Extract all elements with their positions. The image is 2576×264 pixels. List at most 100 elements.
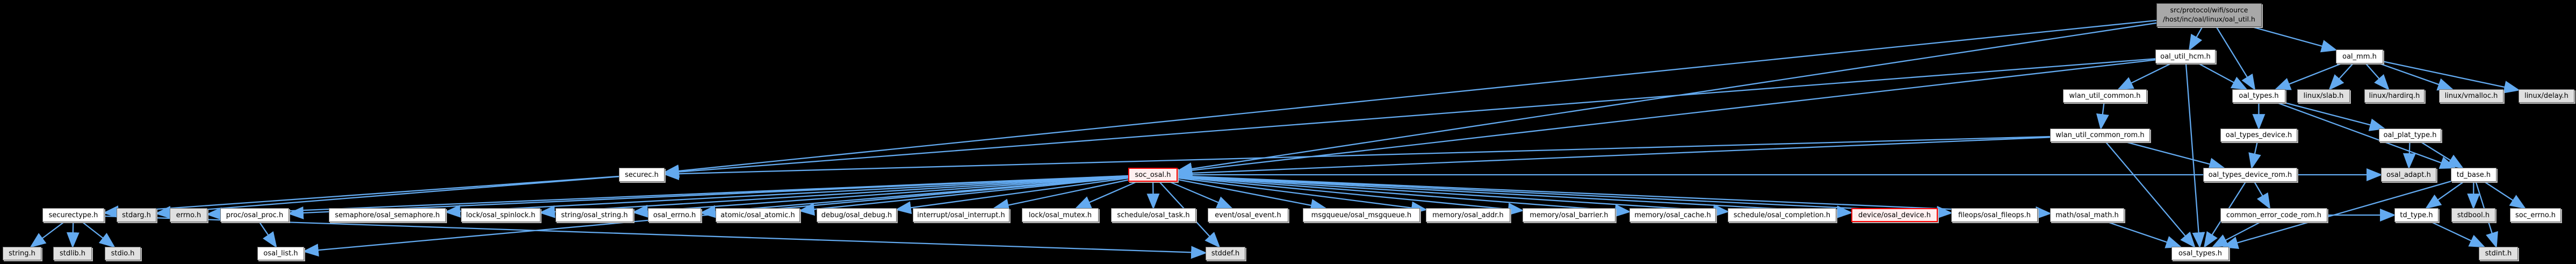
node-label: fileops/osal_fileops.h	[1958, 211, 2031, 219]
node-schedule-osal-completion[interactable]: schedule/osal_completion.h	[1728, 208, 1836, 222]
node-label: linux/vmalloc.h	[2444, 92, 2498, 100]
node-oal-types-device-rom[interactable]: oal_types_device_rom.h	[2203, 168, 2297, 182]
node-string-osal-string[interactable]: string/osal_string.h	[555, 208, 633, 222]
node-label: string/osal_string.h	[561, 211, 628, 219]
edge-oal-util-hcm-to-securec	[663, 58, 2156, 179]
node-memory-osal-addr[interactable]: memory/osal_addr.h	[1426, 208, 1510, 222]
node-common-error-code-rom[interactable]: common_error_code_rom.h	[2220, 208, 2327, 222]
edge-soc-osal-to-memory-osal-cache	[1177, 176, 1631, 217]
node-oal-mm[interactable]: oal_mm.h	[2336, 49, 2383, 63]
node-linux-hardirq: linux/hardirq.h	[2364, 89, 2425, 103]
node-soc-errno[interactable]: soc_errno.h	[2510, 208, 2561, 222]
node-memory-osal-barrier[interactable]: memory/osal_barrier.h	[1522, 208, 1615, 222]
node-lock-osal-spinlock[interactable]: lock/osal_spinlock.h	[461, 208, 540, 222]
edge-securectype-to-string-h	[30, 222, 64, 248]
node-fileops-osal-fileops[interactable]: fileops/osal_fileops.h	[1951, 208, 2038, 222]
node-msgqueue-osal-msgqueue[interactable]: msgqueue/osal_msgqueue.h	[1303, 208, 1420, 222]
node-soc-osal[interactable]: soc_osal.h	[1128, 168, 1178, 182]
node-linux-vmalloc: linux/vmalloc.h	[2439, 89, 2503, 103]
edge-oal-types-to-td-base	[2277, 102, 2456, 169]
node-label: oal_types.h	[2239, 92, 2279, 100]
node-osal-types[interactable]: osal_types.h	[2171, 247, 2229, 260]
edge-oal-mm-to-oal-types	[2274, 62, 2342, 90]
edge-oal-mm-to-linux-slab	[2328, 63, 2354, 91]
edge-wlan-util-common-to-wlan-util-common-rom	[2096, 102, 2109, 130]
node-memory-osal-cache[interactable]: memory/osal_cache.h	[1629, 208, 1716, 222]
edge-securectype-to-stddef	[104, 215, 1207, 259]
edge-soc-osal-to-memory-osal-barrier	[1177, 176, 1524, 216]
node-label: math/osal_math.h	[2055, 211, 2119, 219]
node-math-osal-math[interactable]: math/osal_math.h	[2050, 208, 2124, 222]
node-schedule-osal-task[interactable]: schedule/osal_task.h	[1111, 208, 1196, 222]
edge-oal-plat-type-to-td-base	[2420, 141, 2464, 169]
node-label: src/protocol/wifi/source /host/inc/oal/l…	[2163, 6, 2255, 23]
node-label: stddef.h	[1211, 249, 1240, 258]
node-label: td_base.h	[2456, 170, 2491, 179]
node-interrupt-osal-interrupt[interactable]: interrupt/osal_interrupt.h	[913, 208, 1009, 222]
node-label: linux/delay.h	[2524, 92, 2568, 100]
node-wlan-util-common[interactable]: wlan_util_common.h	[2063, 89, 2147, 103]
node-td-base[interactable]: td_base.h	[2451, 168, 2496, 182]
node-osal-list[interactable]: osal_list.h	[257, 247, 304, 260]
edge-wlan-util-common-rom-to-securec	[663, 135, 2051, 181]
edge-oal-util-hcm-to-wlan-util-common	[2117, 62, 2171, 90]
edge-oal-mm-to-linux-hardirq	[2365, 63, 2390, 91]
node-label: debug/osal_debug.h	[821, 211, 892, 219]
node-oal-types[interactable]: oal_types.h	[2232, 89, 2285, 103]
node-semaphore-osal-semaphore[interactable]: semaphore/osal_semaphore.h	[329, 208, 446, 222]
edge-wlan-util-common-rom-to-osal-types	[2105, 141, 2196, 248]
node-td-type[interactable]: td_type.h	[2394, 208, 2438, 222]
node-label: lock/osal_mutex.h	[1028, 211, 1092, 219]
node-securectype[interactable]: securectype.h	[42, 208, 104, 222]
node-label: memory/osal_addr.h	[1432, 211, 1504, 219]
node-debug-osal-debug[interactable]: debug/osal_debug.h	[817, 208, 897, 222]
edge-root-to-securec	[663, 19, 2157, 177]
node-lock-osal-mutex[interactable]: lock/osal_mutex.h	[1022, 208, 1099, 222]
node-label: osal_list.h	[263, 249, 298, 258]
edge-soc-osal-to-memory-osal-addr	[1177, 177, 1427, 215]
node-osal-adapt: osal_adapt.h	[2381, 168, 2436, 182]
edge-oal-mm-to-linux-vmalloc	[2379, 62, 2454, 91]
node-stdbool: stdbool.h	[2451, 208, 2495, 222]
node-label: stdint.h	[2485, 249, 2512, 258]
edge-proc-osal-proc-to-osal-list	[258, 222, 277, 248]
node-label: common_error_code_rom.h	[2226, 211, 2321, 219]
node-label: oal_types_device.h	[2225, 131, 2292, 139]
edge-wlan-util-common-rom-to-oal-types-device-rom	[2125, 141, 2225, 170]
edge-soc-osal-to-interrupt-osal-interrupt	[992, 179, 1129, 212]
edge-securec-to-stdarg	[155, 176, 619, 219]
node-label: securec.h	[625, 170, 659, 179]
node-proc-osal-proc[interactable]: proc/osal_proc.h	[220, 208, 289, 222]
node-label: event/osal_event.h	[1215, 211, 1281, 219]
node-atomic-osal-atomic[interactable]: atomic/osal_atomic.h	[716, 208, 800, 222]
node-oal-plat-type[interactable]: oal_plat_type.h	[2379, 129, 2441, 142]
node-label: stdlib.h	[60, 249, 85, 258]
node-oal-util-hcm[interactable]: oal_util_hcm.h	[2155, 49, 2216, 63]
edge-oal-util-hcm-to-oal-types	[2198, 62, 2248, 90]
node-label: linux/hardirq.h	[2369, 92, 2420, 100]
edge-td-base-to-osal-types	[2222, 181, 2451, 249]
edge-wlan-util-common-rom-to-soc-osal	[1176, 137, 2051, 180]
node-oal-types-device[interactable]: oal_types_device.h	[2220, 129, 2297, 142]
node-label: semaphore/osal_semaphore.h	[335, 211, 440, 219]
node-wlan-util-common-rom[interactable]: wlan_util_common_rom.h	[2050, 129, 2150, 142]
node-label: interrupt/osal_interrupt.h	[917, 211, 1005, 219]
node-event-osal-event[interactable]: event/osal_event.h	[1208, 208, 1288, 222]
edge-soc-osal-to-proc-osal-proc	[287, 175, 1129, 219]
node-stdint: stdint.h	[2479, 247, 2518, 260]
node-root: src/protocol/wifi/source /host/inc/oal/l…	[2156, 3, 2262, 27]
node-label: td_type.h	[2400, 211, 2433, 219]
node-errno: errno.h	[170, 208, 207, 222]
node-label: schedule/osal_task.h	[1117, 211, 1190, 219]
node-securec[interactable]: securec.h	[619, 168, 665, 182]
node-device-osal-device[interactable]: device/osal_device.h	[1851, 208, 1938, 222]
node-label: wlan_util_common.h	[2069, 92, 2141, 100]
node-label: osal_types.h	[2178, 249, 2222, 258]
edge-math-osal-math-to-osal-types	[2107, 221, 2182, 248]
node-osal-errno[interactable]: osal_errno.h	[648, 208, 701, 222]
edge-common-error-code-rom-to-osal-types	[2211, 221, 2261, 248]
node-label: memory/osal_cache.h	[1634, 211, 1711, 219]
edge-soc-osal-to-event-osal-event	[1169, 181, 1233, 209]
node-label: device/osal_device.h	[1858, 211, 1931, 219]
